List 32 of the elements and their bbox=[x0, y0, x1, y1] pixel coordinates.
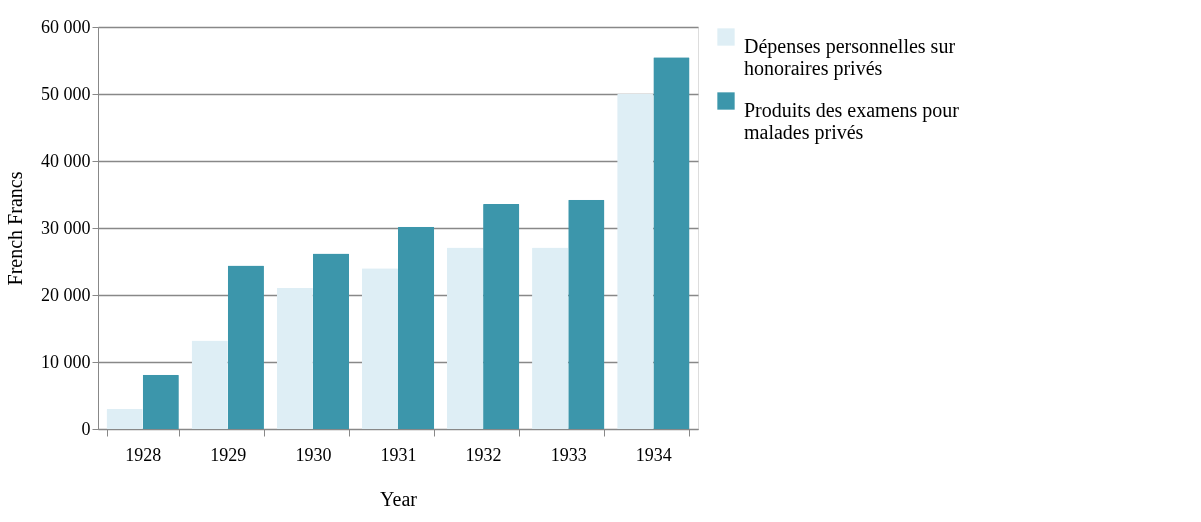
bar bbox=[312, 253, 350, 429]
bar bbox=[142, 374, 179, 429]
legend-label: Dépenses personnelles sur honoraires privés bbox=[744, 35, 956, 80]
x-tick-label: 1934 bbox=[635, 444, 672, 465]
bar bbox=[361, 268, 398, 429]
bar bbox=[653, 57, 690, 429]
bar bbox=[483, 203, 520, 429]
bar bbox=[191, 340, 228, 429]
x-tick-label: 1929 bbox=[210, 444, 247, 465]
bar bbox=[276, 287, 313, 429]
y-tick-label: 30 000 bbox=[41, 217, 91, 238]
y-tick-label: 0 bbox=[81, 418, 91, 439]
bar bbox=[106, 408, 143, 429]
x-axis-title: Year bbox=[380, 487, 418, 510]
y-tick-label: 40 000 bbox=[41, 150, 91, 171]
x-tick-label: 1933 bbox=[550, 444, 587, 465]
y-axis-title: French Francs bbox=[4, 171, 26, 286]
bar bbox=[398, 226, 435, 429]
x-tick-label: 1932 bbox=[465, 444, 502, 465]
x-tick-label: 1931 bbox=[380, 444, 417, 465]
bar bbox=[568, 199, 605, 429]
y-tick-label: 60 000 bbox=[41, 16, 91, 37]
x-tick-label: 1930 bbox=[295, 444, 332, 465]
bar bbox=[227, 265, 264, 429]
bar bbox=[532, 247, 569, 429]
bar bbox=[446, 247, 484, 429]
legend-label: Produits des examens pour malades privés bbox=[744, 99, 960, 144]
bar bbox=[617, 94, 654, 429]
y-tick-label: 20 000 bbox=[41, 284, 91, 305]
y-tick-label: 10 000 bbox=[41, 351, 91, 372]
y-tick-label: 50 000 bbox=[41, 83, 91, 104]
x-tick-label: 1928 bbox=[125, 444, 162, 465]
